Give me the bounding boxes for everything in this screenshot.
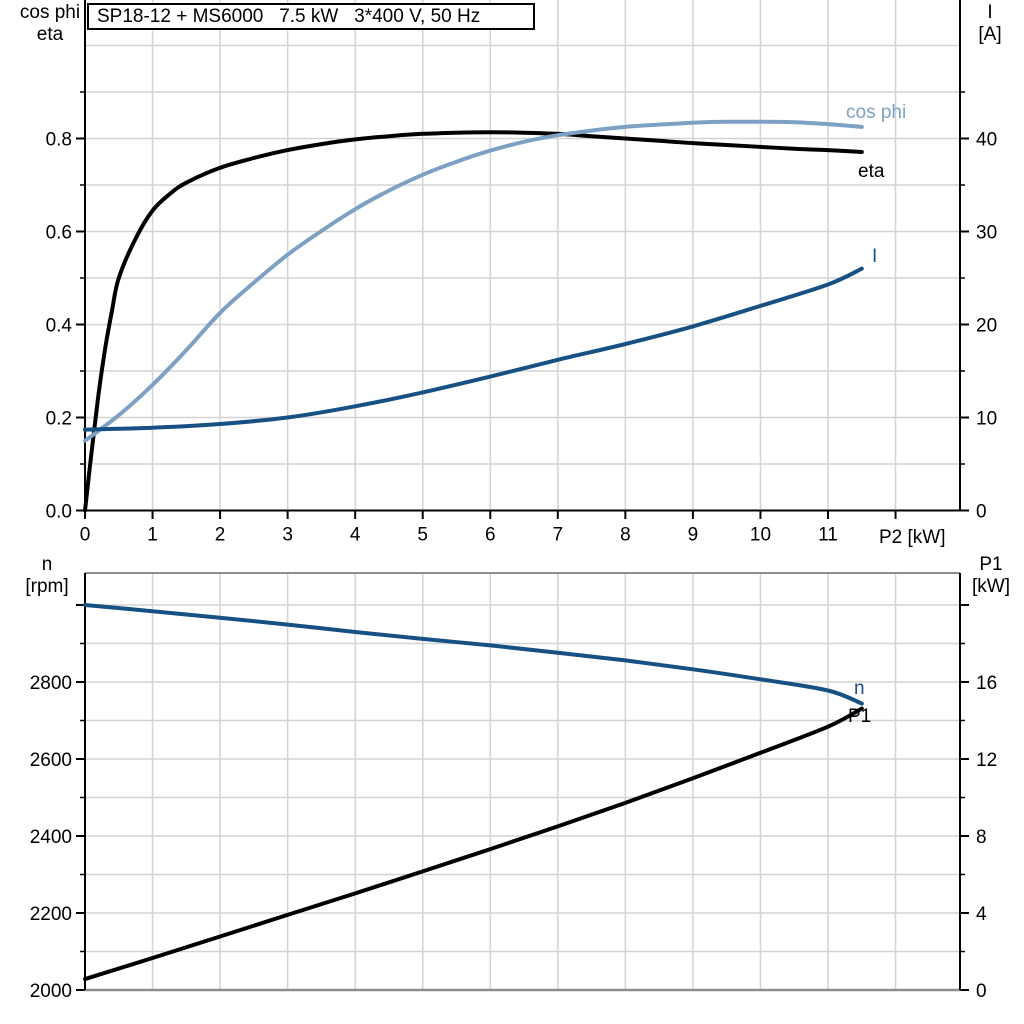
x-tick-label: 7: [553, 525, 564, 546]
y-right-tick-label: 0: [976, 981, 987, 1002]
y-right-tick-label: 10: [976, 409, 997, 430]
x-tick-label: 11: [818, 525, 838, 546]
y-right-tick-label: 40: [976, 130, 997, 151]
x-tick-label: 3: [282, 525, 293, 546]
speed-axis-title: n: [41, 554, 53, 575]
x-tick-label: 4: [350, 525, 361, 546]
y-left-tick-label: 2200: [30, 904, 72, 925]
cos-phi-curve: [83, 119, 864, 443]
top-chart: 0.0 0.2 0.4 0.6 0.8 0 10 20 30 40 0 1 2 3 4 5 6 7 8 9 10 11 et…: [46, 0, 997, 546]
y-left-tick-label: 0.2: [46, 409, 72, 430]
n-curve: [83, 603, 864, 706]
bottom-chart: 2000 2200 2400 2600 2800 0 4 8 12 16 n P1: [30, 572, 997, 1002]
bottom-right-axis-title: P1 [kW]: [962, 554, 1020, 598]
y-right-tick-label: 12: [976, 750, 997, 771]
y-right-tick-label: 8: [976, 827, 987, 848]
chart-title-box: SP18-12 + MS6000 7.5 kW 3*400 V, 50 Hz: [87, 3, 535, 30]
x-tick-label: 1: [147, 525, 158, 546]
cos-phi-curve-label: cos phi: [846, 102, 906, 123]
y-left-tick-label: 2400: [30, 827, 72, 848]
i-curve: [83, 266, 864, 432]
p1-curve: [83, 706, 864, 982]
current-axis-title: I: [987, 2, 993, 23]
top-left-axis-title: cos phi eta: [16, 2, 84, 46]
y-right-tick-label: 4: [976, 904, 987, 925]
x-axis-title: P2 [kW]: [879, 527, 946, 548]
eta-curve: [83, 130, 864, 513]
current-axis-unit: [A]: [978, 24, 1002, 45]
p1-axis-title: P1: [979, 554, 1003, 575]
y-right-tick-label: 30: [976, 223, 997, 244]
y-left-tick-label: 0.6: [46, 223, 72, 244]
x-tick-label: 6: [485, 525, 496, 546]
eta-curve-label: eta: [858, 161, 885, 182]
chart-title: SP18-12 + MS6000 7.5 kW 3*400 V, 50 Hz: [97, 5, 481, 27]
x-tick-label: 2: [215, 525, 226, 546]
x-tick-label: 8: [620, 525, 631, 546]
cos-phi-axis-title: cos phi: [19, 2, 81, 23]
y-right-tick-label: 20: [976, 316, 997, 337]
x-tick-label: 9: [688, 525, 699, 546]
y-left-tick-label: 2600: [30, 750, 72, 771]
y-left-tick-label: 2000: [30, 981, 72, 1002]
y-right-tick-label: 0: [976, 502, 987, 523]
p1-curve-label: P1: [848, 706, 871, 727]
x-tick-label: 5: [417, 525, 428, 546]
x-tick-label: 0: [80, 525, 91, 546]
top-right-axis-title: I [A]: [964, 2, 1016, 46]
p1-axis-unit: [kW]: [972, 576, 1010, 597]
y-right-tick-label: 16: [976, 673, 997, 694]
y-left-tick-label: 0.8: [46, 130, 72, 151]
eta-axis-title: eta: [36, 24, 64, 45]
i-curve-label: I: [872, 246, 877, 267]
y-left-tick-label: 0.4: [46, 316, 73, 337]
y-left-tick-label: 2800: [30, 673, 72, 694]
n-curve-label: n: [854, 678, 865, 699]
x-tick-label: 10: [750, 525, 771, 546]
speed-axis-unit: [rpm]: [25, 576, 69, 597]
bottom-left-axis-title: n [rpm]: [12, 554, 82, 598]
y-left-tick-label: 0.0: [46, 502, 72, 523]
